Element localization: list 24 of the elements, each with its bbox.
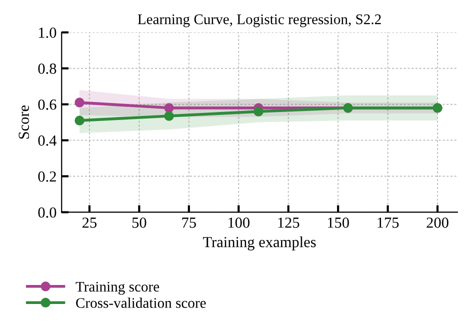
y-axis-title: Score xyxy=(18,105,30,139)
x-tick-label: 25 xyxy=(82,218,97,228)
point xyxy=(74,116,84,126)
point xyxy=(254,106,264,116)
legend-label: Training score xyxy=(76,282,160,295)
x-tick-label: 100 xyxy=(228,218,250,228)
point xyxy=(164,111,174,121)
y-tick-label: 0.4 xyxy=(38,135,57,146)
point xyxy=(164,103,174,113)
x-tick-label: 200 xyxy=(426,218,448,228)
point xyxy=(74,98,84,108)
x-tick-label: 75 xyxy=(182,218,196,228)
x-tick-label: 50 xyxy=(132,218,146,228)
x-tick-label: 175 xyxy=(378,218,399,228)
y-tick-label: 0.0 xyxy=(38,207,56,218)
y-tick-label: 1.0 xyxy=(39,28,56,38)
x-tick-label: 150 xyxy=(328,218,349,228)
x-tick-label: 125 xyxy=(278,218,300,228)
y-tick-label: 0.2 xyxy=(38,171,56,182)
y-tick-label: 0.8 xyxy=(38,64,56,74)
y-tick-label: 0.6 xyxy=(38,99,56,110)
chart-title: Learning Curve, Logistic regression, S2.2 xyxy=(138,14,381,28)
x-axis-title: Training examples xyxy=(203,236,316,250)
legend-label: Cross-validation score xyxy=(76,298,206,308)
